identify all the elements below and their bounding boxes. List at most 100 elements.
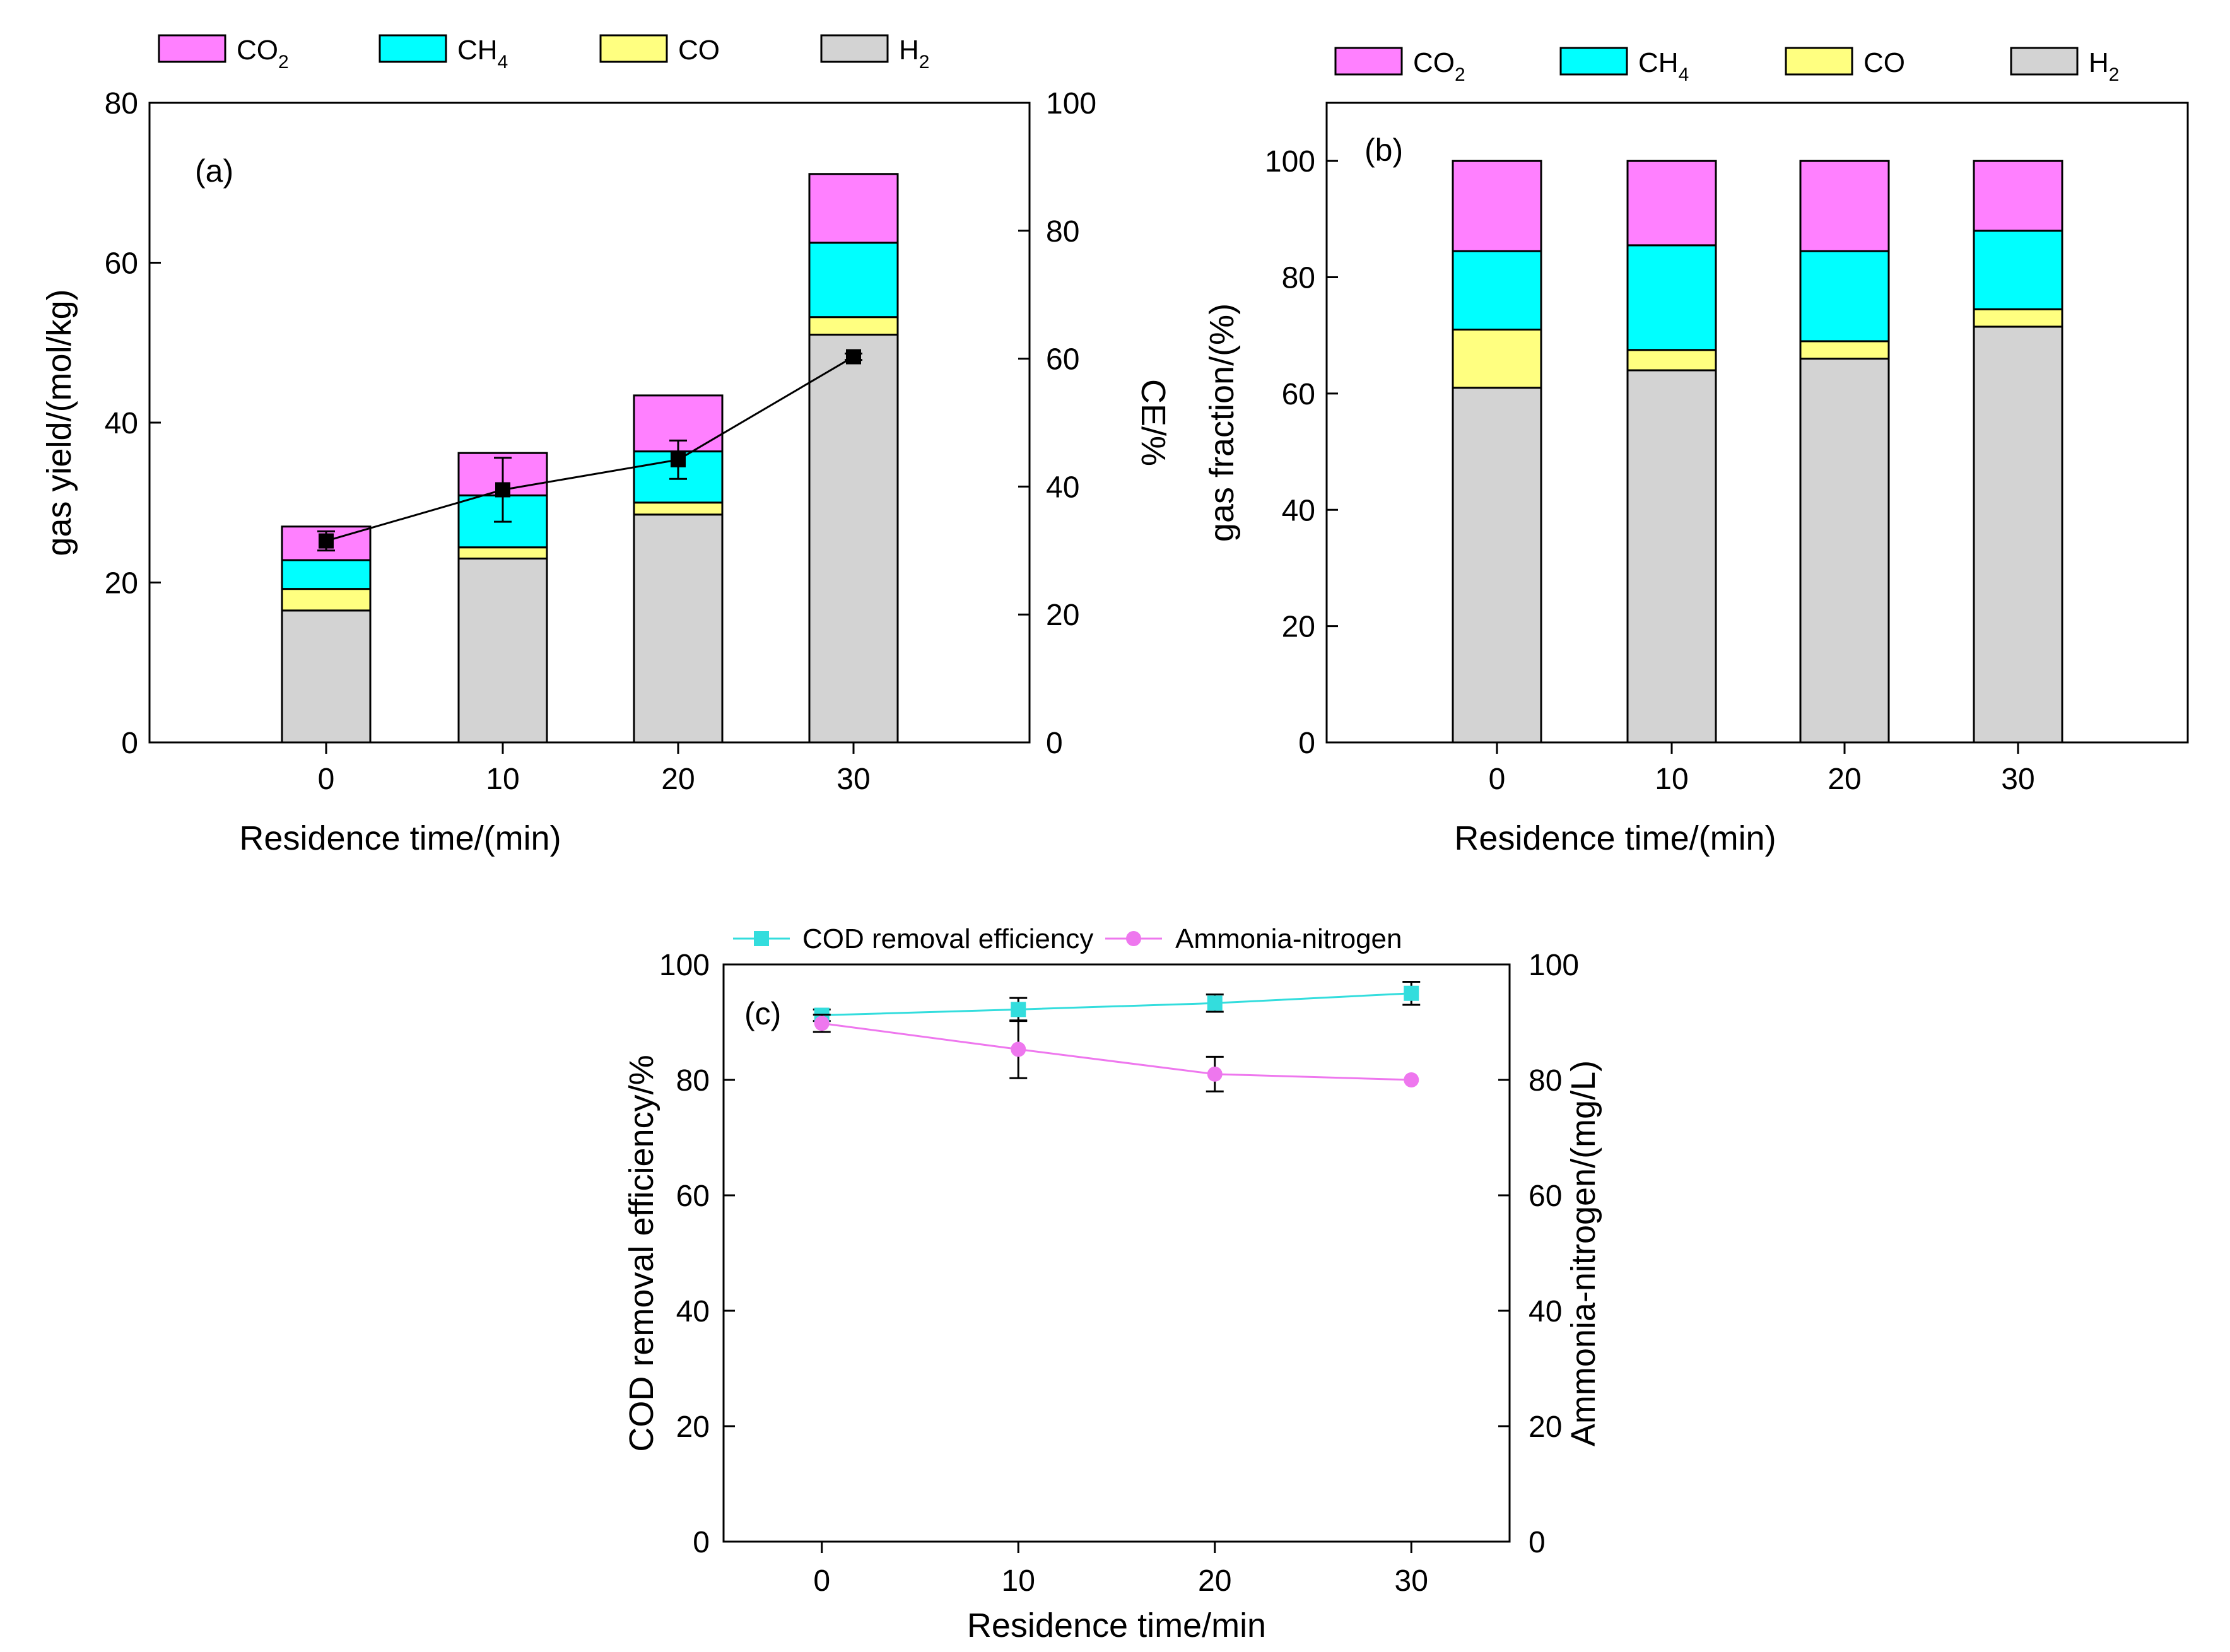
y2-tick-label: 0 (1046, 727, 1063, 760)
chart-c-x-axis-label: Residence time/min (967, 1607, 1266, 1644)
y2-tick-label: 20 (1529, 1410, 1562, 1444)
point-ammonia (1011, 1041, 1026, 1057)
chart-c-frame (722, 963, 1511, 1543)
chart-a-y-axis-label: gas yield/(mol/kg) (40, 289, 78, 556)
chart-b-frame (1325, 102, 2189, 744)
bar-ch4-0 (281, 559, 372, 590)
legend-subscript: 4 (498, 52, 508, 73)
chart-a-panel-label: (a) (195, 153, 233, 189)
legend-subscript: 2 (278, 52, 289, 73)
y-tick-label: 100 (659, 949, 710, 982)
bar-h2-30 (808, 334, 899, 744)
legend-swatch-co2 (1334, 47, 1403, 76)
legend-label-cod: COD removal efficiency (802, 923, 1093, 954)
y-tick-label: 40 (1282, 494, 1315, 527)
y-tick-label: 0 (1298, 727, 1315, 760)
bar-h2-0 (1452, 387, 1542, 744)
bar-co-30 (1973, 308, 2063, 328)
legend-label-co: CO (678, 35, 720, 66)
legend-swatch-ch4 (379, 34, 447, 63)
x-tick-label: 10 (486, 763, 519, 796)
legend-label-ch4: CH4 (457, 35, 508, 73)
y2-tick-label: 100 (1046, 87, 1096, 120)
legend-swatch-h2 (2010, 47, 2079, 76)
y-tick-label: 20 (676, 1410, 710, 1444)
bar-h2-10 (457, 557, 548, 744)
y-tick-label: 80 (105, 87, 138, 120)
chart-b-bars (1452, 160, 2063, 744)
bar-ch4-0 (1452, 250, 1542, 331)
ce-point (671, 452, 686, 467)
chart-a-ce-line (317, 349, 862, 552)
chart-b-y-axis-label: gas fraction/(%) (1203, 303, 1241, 542)
chart-c-panel-label: (c) (744, 996, 781, 1031)
bar-co-0 (281, 588, 372, 612)
y2-tick-label: 0 (1529, 1526, 1546, 1559)
point-cod (1207, 995, 1223, 1011)
chart-b-panel-label: (b) (1364, 132, 1403, 168)
legend-swatch-ch4 (1559, 47, 1628, 76)
x-tick-label: 30 (836, 763, 870, 796)
chart-c-y-axis-label: COD removal efficiency/% (623, 1055, 660, 1451)
chart-b-ticks: 0 20 40 60 80 100 0 10 20 30 (1265, 145, 2035, 796)
y2-tick-label: 40 (1529, 1295, 1562, 1328)
x-tick-label: 10 (1002, 1564, 1035, 1598)
legend-marker-ammonia (1126, 931, 1141, 946)
chart-a-y2-axis-label: CE/% (1134, 379, 1172, 466)
y2-tick-label: 60 (1529, 1180, 1562, 1213)
bar-co-20 (633, 501, 724, 516)
bar-co2-30 (1973, 160, 2063, 232)
x-tick-label: 0 (1489, 763, 1506, 796)
chart-a: 0 20 40 60 80 0 10 20 30 0 20 40 60 80 100 (a) Residen… (40, 34, 1172, 857)
x-tick-label: 10 (1655, 763, 1688, 796)
ce-point (495, 482, 510, 498)
legend-swatch-co2 (158, 34, 226, 63)
point-ammonia (1404, 1072, 1419, 1087)
bar-co-20 (1799, 340, 1890, 360)
x-tick-label: 0 (318, 763, 335, 796)
legend-subscript: 2 (1455, 64, 1465, 85)
chart-a-x-axis-label: Residence time/(min) (239, 819, 561, 857)
y2-tick-label: 80 (1529, 1064, 1562, 1098)
y-tick-label: 0 (693, 1526, 710, 1559)
legend-subscript: 2 (919, 52, 930, 73)
legend-label-ch4: CH4 (1638, 47, 1689, 85)
x-tick-label: 20 (1828, 763, 1861, 796)
bar-ch4-20 (1799, 250, 1890, 343)
bar-co2-30 (808, 173, 899, 244)
bar-co-0 (1452, 329, 1542, 389)
bar-ch4-10 (1626, 244, 1717, 351)
legend-label-co2: CO2 (237, 35, 289, 73)
legend-subscript: 2 (2109, 64, 2120, 85)
chart-b: 0 20 40 60 80 100 0 10 20 30 (b) Residence time/(… (1203, 47, 2189, 857)
chart-c-ticks: 0 20 40 60 80 100 0 20 40 60 80 100 0 10 20 30 (659, 949, 1579, 1598)
y-tick-label: 40 (105, 407, 138, 440)
chart-a-bars (281, 173, 899, 744)
point-cod (1404, 985, 1419, 1001)
legend-swatch-co (1785, 47, 1853, 76)
legend-swatch-co (599, 34, 668, 63)
bar-h2-0 (281, 609, 372, 744)
bar-co-10 (1626, 349, 1717, 372)
y-tick-label: 40 (676, 1295, 710, 1328)
point-ammonia (1207, 1066, 1223, 1082)
y2-tick-label: 40 (1046, 471, 1079, 504)
bar-co2-20 (1799, 160, 1890, 252)
chart-c: 0 20 40 60 80 100 0 20 40 60 80 100 0 10 20 30 (c) Resi… (623, 923, 1602, 1644)
y-tick-label: 60 (105, 247, 138, 281)
bar-co-10 (457, 546, 548, 559)
point-ammonia (814, 1016, 830, 1031)
legend-label-h2: H2 (2089, 47, 2119, 85)
line-cod (821, 992, 1412, 1017)
bar-ch4-30 (808, 242, 899, 319)
chart-b-legend: CO2 CH4 CO H2 (1334, 47, 2119, 85)
x-tick-label: 20 (661, 763, 695, 796)
chart-c-y2-axis-label: Ammonia-nitrogen/(mg/L) (1564, 1060, 1602, 1446)
legend-label-ammonia: Ammonia-nitrogen (1175, 923, 1402, 954)
point-cod (1011, 1002, 1026, 1017)
y-tick-label: 0 (121, 727, 138, 760)
y-tick-label: 80 (1282, 262, 1315, 295)
chart-a-ticks: 0 20 40 60 80 0 10 20 30 0 20 40 60 80 100 (105, 87, 1096, 796)
bar-h2-20 (633, 513, 724, 744)
